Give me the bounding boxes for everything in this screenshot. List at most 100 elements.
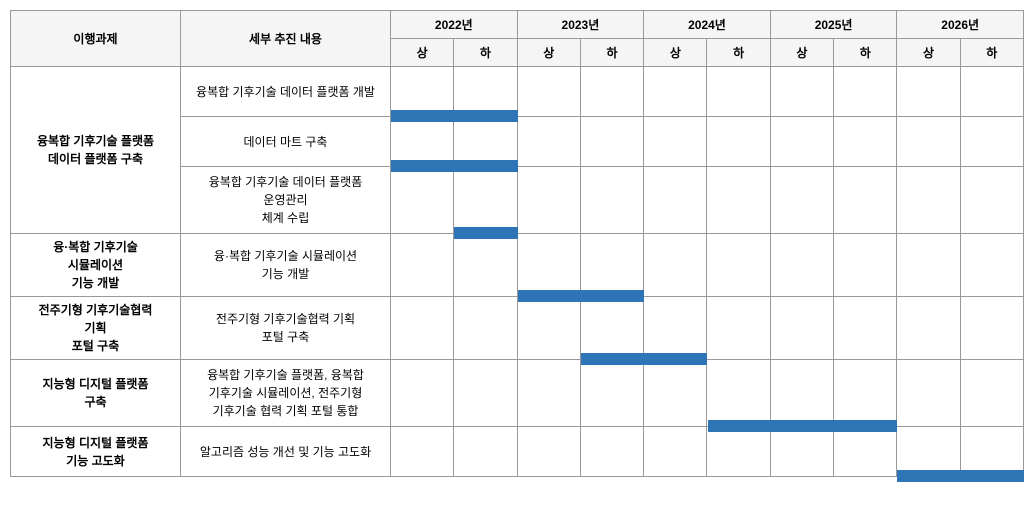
detail-cell: 데이터 마트 구축 bbox=[181, 117, 391, 167]
detail-cell: 융복합 기후기술 데이터 플랫폼운영관리체계 수립 bbox=[181, 167, 391, 234]
timeline-cell bbox=[960, 297, 1023, 360]
timeline-cell bbox=[707, 297, 770, 360]
timeline-cell bbox=[391, 360, 454, 427]
timeline-cell bbox=[391, 117, 454, 167]
timeline-cell bbox=[391, 297, 454, 360]
timeline-cell bbox=[834, 167, 897, 234]
timeline-cell bbox=[391, 167, 454, 234]
timeline-cell bbox=[391, 234, 454, 297]
timeline-cell bbox=[897, 117, 960, 167]
timeline-cell bbox=[834, 117, 897, 167]
timeline-cell bbox=[834, 297, 897, 360]
timeline-cell bbox=[644, 234, 707, 297]
timeline-cell bbox=[770, 117, 833, 167]
header-half: 상 bbox=[517, 39, 580, 67]
timeline-cell bbox=[644, 167, 707, 234]
timeline-cell bbox=[391, 67, 454, 117]
table-row: 지능형 디지털 플랫폼구축융복합 기후기술 플랫폼, 융복합기후기술 시뮬레이션… bbox=[11, 360, 1024, 427]
timeline-cell bbox=[454, 167, 517, 234]
timeline-cell bbox=[897, 167, 960, 234]
header-half: 상 bbox=[770, 39, 833, 67]
timeline-cell bbox=[454, 67, 517, 117]
timeline-cell bbox=[517, 167, 580, 234]
timeline-cell bbox=[960, 234, 1023, 297]
header-half: 하 bbox=[707, 39, 770, 67]
detail-cell: 융복합 기후기술 플랫폼, 융복합기후기술 시뮬레이션, 전주기형기후기술 협력… bbox=[181, 360, 391, 427]
timeline-cell bbox=[707, 117, 770, 167]
timeline-cell bbox=[707, 67, 770, 117]
timeline-cell bbox=[897, 360, 960, 427]
timeline-cell bbox=[897, 67, 960, 117]
task-name-cell: 융복합 기후기술 플랫폼데이터 플랫폼 구축 bbox=[11, 67, 181, 234]
timeline-cell bbox=[580, 67, 643, 117]
timeline-cell bbox=[897, 297, 960, 360]
timeline-cell bbox=[517, 67, 580, 117]
timeline-cell bbox=[454, 360, 517, 427]
task-name-cell: 지능형 디지털 플랫폼기능 고도화 bbox=[11, 427, 181, 477]
timeline-cell bbox=[517, 117, 580, 167]
roadmap-table: 이행과제 세부 추진 내용 2022년 2023년 2024년 2025년 20… bbox=[10, 10, 1024, 477]
table-header: 이행과제 세부 추진 내용 2022년 2023년 2024년 2025년 20… bbox=[11, 11, 1024, 67]
header-year: 2022년 bbox=[391, 11, 518, 39]
timeline-cell bbox=[960, 67, 1023, 117]
timeline-cell bbox=[517, 427, 580, 477]
header-half: 하 bbox=[960, 39, 1023, 67]
header-half: 상 bbox=[897, 39, 960, 67]
detail-cell: 융복합 기후기술 데이터 플랫폼 개발 bbox=[181, 67, 391, 117]
timeline-cell bbox=[707, 234, 770, 297]
timeline-cell bbox=[580, 167, 643, 234]
detail-cell: 전주기형 기후기술협력 기획포털 구축 bbox=[181, 297, 391, 360]
timeline-cell bbox=[960, 167, 1023, 234]
timeline-cell bbox=[770, 297, 833, 360]
task-name-cell: 융·복합 기후기술시뮬레이션기능 개발 bbox=[11, 234, 181, 297]
header-year: 2025년 bbox=[770, 11, 897, 39]
task-name-cell: 전주기형 기후기술협력기획포털 구축 bbox=[11, 297, 181, 360]
header-year: 2024년 bbox=[644, 11, 771, 39]
header-half: 상 bbox=[644, 39, 707, 67]
timeline-cell bbox=[454, 297, 517, 360]
timeline-cell bbox=[770, 360, 833, 427]
table-row: 지능형 디지털 플랫폼기능 고도화알고리즘 성능 개선 및 기능 고도화 bbox=[11, 427, 1024, 477]
timeline-cell bbox=[707, 427, 770, 477]
timeline-cell bbox=[834, 427, 897, 477]
detail-cell: 융·복합 기후기술 시뮬레이션기능 개발 bbox=[181, 234, 391, 297]
timeline-cell bbox=[770, 167, 833, 234]
timeline-cell bbox=[644, 360, 707, 427]
timeline-cell bbox=[580, 234, 643, 297]
header-detail: 세부 추진 내용 bbox=[181, 11, 391, 67]
timeline-cell bbox=[517, 297, 580, 360]
task-name-cell: 지능형 디지털 플랫폼구축 bbox=[11, 360, 181, 427]
timeline-cell bbox=[454, 234, 517, 297]
timeline-cell bbox=[770, 67, 833, 117]
timeline-cell bbox=[517, 360, 580, 427]
timeline-cell bbox=[644, 67, 707, 117]
timeline-cell bbox=[834, 67, 897, 117]
header-half: 하 bbox=[454, 39, 517, 67]
timeline-cell bbox=[770, 427, 833, 477]
header-year: 2023년 bbox=[517, 11, 644, 39]
timeline-cell bbox=[960, 117, 1023, 167]
timeline-cell bbox=[517, 234, 580, 297]
timeline-cell bbox=[580, 427, 643, 477]
timeline-cell bbox=[707, 167, 770, 234]
timeline-cell bbox=[960, 427, 1023, 477]
table-row: 융복합 기후기술 플랫폼데이터 플랫폼 구축융복합 기후기술 데이터 플랫폼 개… bbox=[11, 67, 1024, 117]
header-half: 상 bbox=[391, 39, 454, 67]
timeline-cell bbox=[454, 117, 517, 167]
table-row: 융·복합 기후기술시뮬레이션기능 개발융·복합 기후기술 시뮬레이션기능 개발 bbox=[11, 234, 1024, 297]
timeline-cell bbox=[834, 234, 897, 297]
timeline-cell bbox=[644, 427, 707, 477]
table-body: 융복합 기후기술 플랫폼데이터 플랫폼 구축융복합 기후기술 데이터 플랫폼 개… bbox=[11, 67, 1024, 477]
header-year: 2026년 bbox=[897, 11, 1024, 39]
header-task: 이행과제 bbox=[11, 11, 181, 67]
timeline-cell bbox=[454, 427, 517, 477]
timeline-cell bbox=[391, 427, 454, 477]
header-half: 하 bbox=[580, 39, 643, 67]
header-half: 하 bbox=[834, 39, 897, 67]
timeline-cell bbox=[580, 360, 643, 427]
timeline-cell bbox=[770, 234, 833, 297]
timeline-cell bbox=[707, 360, 770, 427]
timeline-cell bbox=[897, 427, 960, 477]
detail-cell: 알고리즘 성능 개선 및 기능 고도화 bbox=[181, 427, 391, 477]
table-row: 전주기형 기후기술협력기획포털 구축전주기형 기후기술협력 기획포털 구축 bbox=[11, 297, 1024, 360]
